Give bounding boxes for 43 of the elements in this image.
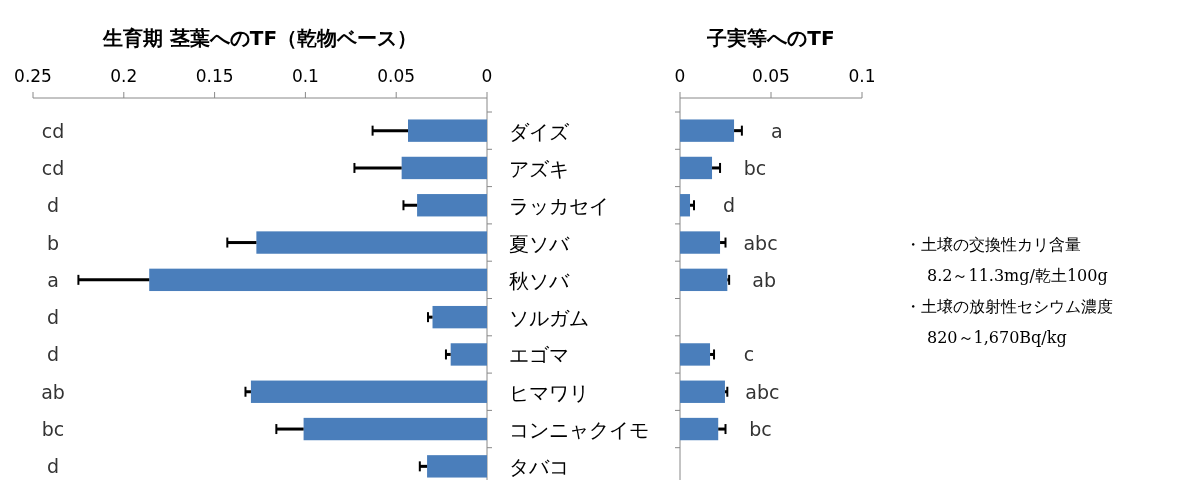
x-tick-label: 0.05 [377, 66, 416, 86]
data-label: b [46, 231, 60, 254]
y-tick-label: ダイズ [509, 119, 570, 144]
data-label: ab [41, 380, 65, 403]
y-tick-label: ヒマワリ [509, 380, 589, 405]
x-tick-label: 0.15 [195, 66, 234, 86]
y-tick-label: ソルガム [509, 306, 589, 331]
y-tick-label: コンニャクイモ [509, 418, 649, 443]
y-tick-label: 夏ソバ [509, 231, 570, 256]
text: 8.2～11.3mg/乾土100g [927, 266, 1108, 285]
x-tick-label: 0.25 [14, 66, 52, 86]
data-label: a [771, 119, 783, 142]
y-tick-label: 秋ソバ [509, 268, 570, 293]
data-label: c [743, 343, 755, 366]
x-tick-label: 0.1 [848, 66, 876, 86]
data-label: abc [745, 380, 780, 403]
data-label: cd [41, 119, 65, 142]
data-label: ab [752, 268, 776, 291]
x-tick-label: 0.05 [752, 66, 790, 86]
x-tick-label: 0.1 [291, 66, 319, 86]
text: ・土壌の交換性カリ含量 [905, 235, 1081, 254]
data-label: bc [41, 418, 65, 441]
y-tick-label: ラッカセイ [509, 194, 609, 219]
data-label: d [722, 194, 736, 217]
data-label: d [46, 194, 60, 217]
x-tick-label: 0.2 [110, 66, 138, 86]
y-tick-label: アズキ [509, 156, 569, 181]
data-label: d [46, 343, 60, 366]
data-label: bc [749, 418, 772, 441]
data-label: cd [41, 156, 65, 179]
x-tick-label: 0 [674, 66, 686, 86]
data-label: a [47, 268, 59, 291]
data-label: abc [743, 231, 778, 254]
text: 820～1,670Bq/kg [927, 328, 1067, 347]
data-label: bc [743, 156, 767, 179]
data-label: d [46, 306, 60, 329]
chart-title: 子実等へのTF [706, 26, 835, 50]
y-tick-label: エゴマ [509, 343, 569, 368]
y-tick-label: タバコ [509, 455, 569, 480]
x-tick-label: 0 [481, 66, 493, 86]
text: ・土壌の放射性セシウム濃度 [905, 297, 1113, 316]
data-label: d [46, 455, 60, 478]
chart-title: 生育期 茎葉へのTF（乾物ベース） [101, 26, 418, 50]
